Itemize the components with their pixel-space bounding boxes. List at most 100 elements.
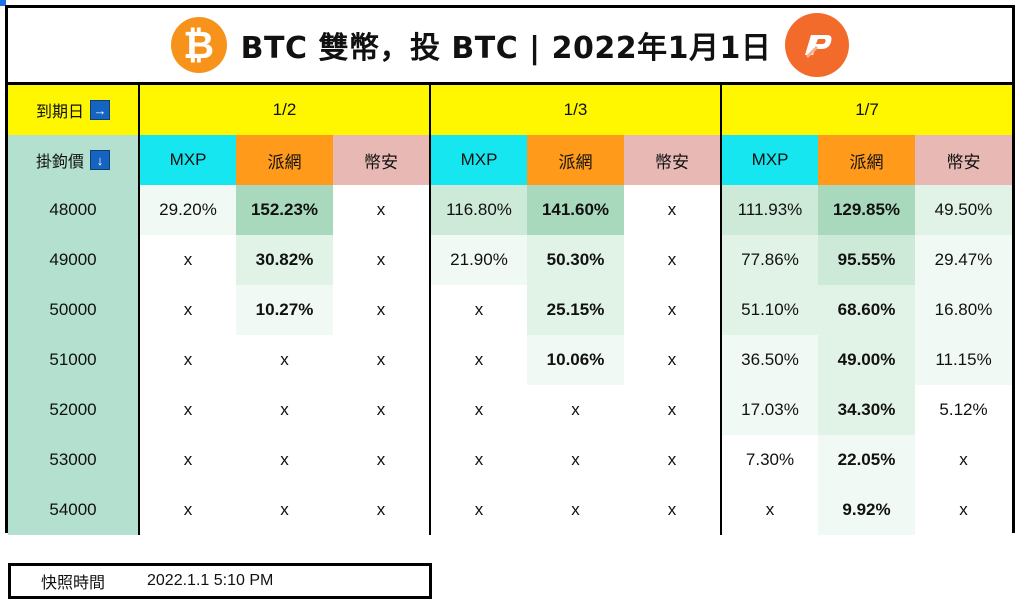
strike-label-cell: 掛鉤價 ↓ — [8, 135, 140, 185]
yield-cell-binance: x — [333, 235, 431, 285]
pi-logo-glyph-icon — [805, 35, 832, 59]
platform-binance: 幣安 — [915, 135, 1013, 185]
yield-cell-pionex: 10.06% — [527, 335, 624, 385]
page-title: BTC 雙幣，投 BTC | 2022年1月1日 — [240, 31, 772, 66]
title-bar: ₿ BTC 雙幣，投 BTC | 2022年1月1日 — [8, 8, 1012, 85]
yield-cell-pionex: x — [527, 385, 624, 435]
yield-cell-pionex: x — [236, 335, 333, 385]
snapshot-time-label: 快照時間 — [41, 575, 106, 592]
yield-cell-pionex: x — [236, 385, 333, 435]
yield-cell-binance: 49.50% — [915, 185, 1013, 235]
yield-cell-binance: x — [333, 285, 431, 335]
platform-mxp: MXP — [721, 135, 818, 185]
yield-cell-pionex: 34.30% — [818, 385, 915, 435]
yield-cell-mxp: 36.50% — [721, 335, 818, 385]
pi-logo-icon — [785, 13, 850, 77]
yield-cell-mxp: 21.90% — [430, 235, 527, 285]
yield-cell-binance: x — [624, 335, 722, 385]
yield-cell-binance: x — [333, 385, 431, 435]
strike-price-cell: 54000 — [8, 485, 140, 535]
expiry-date-3: 1/7 — [721, 85, 1013, 135]
yield-cell-binance: x — [333, 435, 431, 485]
platform-pionex: 派網 — [527, 135, 624, 185]
expiry-date-1: 1/2 — [139, 85, 431, 135]
expiry-header-row: 到期日 → 1/2 1/3 1/7 — [8, 85, 1013, 135]
bitcoin-symbol: ₿ — [183, 22, 215, 67]
yield-cell-pionex: 68.60% — [818, 285, 915, 335]
yield-cell-pionex: 22.05% — [818, 435, 915, 485]
yield-cell-mxp: x — [139, 235, 236, 285]
comparison-table-frame: ₿ BTC 雙幣，投 BTC | 2022年1月1日 到期日 → — [5, 5, 1015, 535]
yield-table: 到期日 → 1/2 1/3 1/7 掛鉤價 ↓ MXP 派網 幣安 — [8, 85, 1013, 535]
yield-cell-mxp: x — [430, 335, 527, 385]
yield-cell-mxp: 51.10% — [721, 285, 818, 335]
yield-cell-binance: x — [915, 435, 1013, 485]
yield-cell-pionex: 95.55% — [818, 235, 915, 285]
yield-cell-binance: x — [624, 485, 722, 535]
right-arrow-icon: → — [90, 100, 110, 120]
strike-price-cell: 48000 — [8, 185, 140, 235]
yield-cell-binance: x — [333, 185, 431, 235]
yield-cell-mxp: x — [430, 485, 527, 535]
platform-binance: 幣安 — [624, 135, 722, 185]
yield-cell-binance: 11.15% — [915, 335, 1013, 385]
yield-cell-mxp: x — [139, 435, 236, 485]
yield-cell-mxp: x — [721, 485, 818, 535]
yield-cell-pionex: 50.30% — [527, 235, 624, 285]
platform-pionex: 派網 — [818, 135, 915, 185]
yield-cell-binance: 5.12% — [915, 385, 1013, 435]
yield-cell-binance: 16.80% — [915, 285, 1013, 335]
expiry-date-2: 1/3 — [430, 85, 722, 135]
yield-cell-binance: x — [624, 435, 722, 485]
yield-cell-binance: x — [624, 185, 722, 235]
strike-price-cell: 50000 — [8, 285, 140, 335]
yield-cell-mxp: 111.93% — [721, 185, 818, 235]
table-row: 48000 29.20% 152.23% x 116.80% 141.60% x 111.93… — [8, 185, 1013, 235]
yield-cell-mxp: 17.03% — [721, 385, 818, 435]
yield-cell-binance: x — [915, 485, 1013, 535]
yield-cell-mxp: x — [139, 335, 236, 385]
strike-price-cell: 52000 — [8, 385, 140, 435]
selection-marker — [0, 0, 6, 6]
yield-cell-mxp: x — [430, 285, 527, 335]
snapshot-time-value: 2022.1.1 5:10 PM — [147, 572, 274, 589]
strike-label: 掛鉤價 — [35, 154, 84, 171]
yield-cell-pionex: 141.60% — [527, 185, 624, 235]
yield-cell-mxp: x — [430, 435, 527, 485]
yield-cell-pionex: 25.15% — [527, 285, 624, 335]
yield-cell-mxp: 116.80% — [430, 185, 527, 235]
strike-price-cell: 49000 — [8, 235, 140, 285]
strike-price-cell: 53000 — [8, 435, 140, 485]
table-row: 53000 x x x x x x 7.30% 22.05% x — [8, 435, 1013, 485]
yield-cell-pionex: x — [236, 435, 333, 485]
yield-cell-pionex: x — [527, 485, 624, 535]
yield-cell-mxp: 7.30% — [721, 435, 818, 485]
yield-cell-binance: x — [333, 485, 431, 535]
yield-cell-mxp: 29.20% — [139, 185, 236, 235]
yield-cell-pionex: 49.00% — [818, 335, 915, 385]
platform-header-row: 掛鉤價 ↓ MXP 派網 幣安 MXP 派網 幣安 MXP 派網 幣安 — [8, 135, 1013, 185]
platform-binance: 幣安 — [333, 135, 431, 185]
yield-cell-pionex: 129.85% — [818, 185, 915, 235]
platform-pionex: 派網 — [236, 135, 333, 185]
yield-cell-pionex: 152.23% — [236, 185, 333, 235]
platform-mxp: MXP — [139, 135, 236, 185]
yield-cell-binance: x — [624, 235, 722, 285]
expiry-label-cell: 到期日 → — [8, 85, 140, 135]
table-row: 49000 x 30.82% x 21.90% 50.30% x 77.86% 95.55% 29… — [8, 235, 1013, 285]
yield-cell-mxp: x — [139, 485, 236, 535]
yield-cell-mxp: 77.86% — [721, 235, 818, 285]
yield-cell-pionex: 9.92% — [818, 485, 915, 535]
snapshot-time-box: 快照時間 2022.1.1 5:10 PM — [8, 563, 432, 599]
table-row: 50000 x 10.27% x x 25.15% x 51.10% 68.60% 16.80% — [8, 285, 1013, 335]
yield-cell-mxp: x — [430, 385, 527, 435]
down-arrow-icon: ↓ — [90, 150, 110, 170]
yield-cell-binance: 29.47% — [915, 235, 1013, 285]
strike-price-cell: 51000 — [8, 335, 140, 385]
yield-cell-binance: x — [624, 285, 722, 335]
expiry-label: 到期日 — [35, 104, 84, 121]
table-row: 54000 x x x x x x x 9.92% x — [8, 485, 1013, 535]
yield-cell-binance: x — [333, 335, 431, 385]
bitcoin-logo-icon: ₿ — [170, 17, 227, 73]
yield-cell-pionex: 30.82% — [236, 235, 333, 285]
